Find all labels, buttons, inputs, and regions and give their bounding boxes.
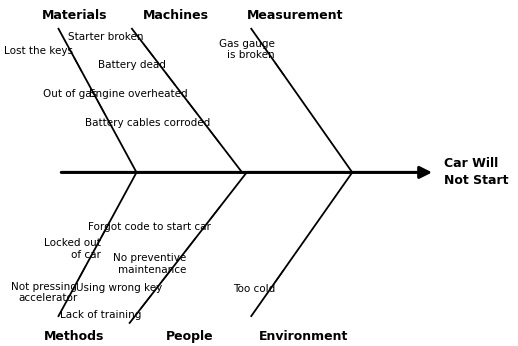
Text: Measurement: Measurement (247, 9, 343, 21)
Text: Lost the keys: Lost the keys (5, 46, 74, 56)
Text: Methods: Methods (45, 330, 105, 343)
Text: No preventive
maintenance: No preventive maintenance (112, 253, 186, 275)
Text: Battery cables corroded: Battery cables corroded (85, 118, 210, 128)
Text: Using wrong key: Using wrong key (76, 283, 163, 293)
Text: Environment: Environment (260, 330, 349, 343)
Text: Lack of training: Lack of training (60, 310, 141, 320)
Text: People: People (165, 330, 213, 343)
Text: Forgot code to start car: Forgot code to start car (88, 221, 210, 231)
Text: Too cold: Too cold (233, 284, 275, 294)
Text: Gas gauge
is broken: Gas gauge is broken (219, 39, 275, 61)
Text: Engine overheated: Engine overheated (89, 89, 188, 99)
Text: Machines: Machines (142, 9, 209, 21)
Text: Battery dead: Battery dead (98, 61, 166, 71)
Text: Materials: Materials (42, 9, 107, 21)
Text: Car Will
Not Start: Car Will Not Start (444, 157, 509, 188)
Text: Out of gas: Out of gas (42, 89, 97, 99)
Text: Starter broken: Starter broken (68, 32, 144, 42)
Text: Locked out
of car: Locked out of car (44, 238, 100, 260)
Text: Not pressing
accelerator: Not pressing accelerator (11, 282, 77, 303)
